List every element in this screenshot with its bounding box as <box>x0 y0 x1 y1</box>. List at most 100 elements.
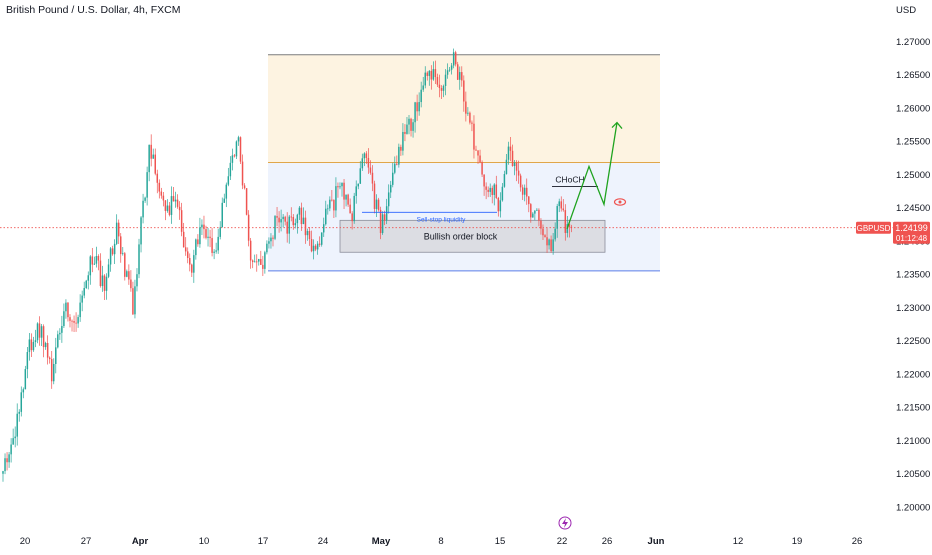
candle-down <box>416 102 418 112</box>
x-tick-label: 24 <box>318 536 329 547</box>
candle-up <box>53 363 55 382</box>
x-tick-label: Apr <box>132 536 149 547</box>
candle-down <box>241 161 244 186</box>
candle-up <box>235 141 238 157</box>
candle-up <box>298 207 301 215</box>
candle-up <box>345 194 347 200</box>
y-tick-label: 1.22500 <box>896 336 930 347</box>
candle-up <box>237 137 240 142</box>
candle-down <box>130 279 132 289</box>
chart-title: British Pound / U.S. Dollar, 4h, FXCM <box>6 4 181 16</box>
candle-down <box>379 209 382 234</box>
y-tick-label: 1.25500 <box>896 137 930 148</box>
candle-up <box>452 52 455 66</box>
candle-up <box>312 245 315 252</box>
candle-up <box>266 243 268 253</box>
candle-down <box>272 237 274 239</box>
candle-up <box>320 232 323 245</box>
candle-down <box>318 243 321 245</box>
candle-down <box>519 175 522 188</box>
candle-up <box>325 208 327 225</box>
candle-down <box>440 88 443 91</box>
candle-up <box>363 153 366 159</box>
candle-up <box>28 339 31 353</box>
lightning-bolt-icon[interactable] <box>558 516 572 530</box>
y-tick-label: 1.23500 <box>896 270 930 281</box>
symbol-label: GBPUSD <box>857 224 891 233</box>
candle-down <box>150 144 152 159</box>
candle-up <box>85 280 87 288</box>
candle-up <box>44 342 47 348</box>
candle-up <box>316 243 319 250</box>
y-tick-label: 1.27000 <box>896 37 930 48</box>
candle-up <box>556 206 558 229</box>
candle-down <box>300 207 303 225</box>
candle-down <box>251 260 254 263</box>
candle-up <box>55 347 57 364</box>
candle-down <box>562 208 565 211</box>
candle-up <box>2 471 4 474</box>
candle-down <box>203 224 205 230</box>
candle-up <box>357 183 359 187</box>
candle-up <box>270 237 272 242</box>
candle-down <box>383 214 386 221</box>
candle-up <box>22 389 25 393</box>
candle-down <box>331 199 333 201</box>
candle-up <box>375 199 378 209</box>
eye-icon[interactable] <box>613 198 627 206</box>
candle-up <box>536 209 538 211</box>
candle-up <box>408 118 410 125</box>
bullish-order-block[interactable] <box>339 219 606 253</box>
candle-up <box>322 224 325 233</box>
candle-up <box>418 102 420 112</box>
candle-up <box>450 65 453 70</box>
projection-path[interactable] <box>566 122 618 230</box>
time-axis[interactable]: 20 27 Apr 10 17 24 May 8 15 22 26 Jun 12 19 26 <box>20 536 863 547</box>
order-block-label: Bullish order block <box>424 231 498 241</box>
candle-up <box>493 184 496 195</box>
candle-down <box>377 199 380 210</box>
candle-down <box>546 237 548 246</box>
candle-down <box>97 255 100 261</box>
candle-up <box>414 102 416 123</box>
candle-down <box>46 342 49 358</box>
candle-up <box>146 172 148 198</box>
candle-up <box>392 172 394 185</box>
x-tick-label: May <box>372 536 391 547</box>
candle-up <box>231 155 234 163</box>
candle-up <box>10 444 12 455</box>
candle-down <box>211 238 213 253</box>
candle-down <box>247 214 250 241</box>
candle-up <box>448 69 451 71</box>
candle-down <box>528 196 530 205</box>
candle-down <box>180 210 183 232</box>
candle-up <box>302 217 305 225</box>
price-axis[interactable]: USD 1.27000 1.26500 1.26000 1.25500 1.25000 1.… <box>896 5 930 514</box>
candle-down <box>473 123 475 150</box>
candle-up <box>341 182 343 187</box>
candle-up <box>442 85 445 91</box>
candle-up <box>253 261 256 263</box>
candle-down <box>73 321 75 323</box>
candle-down <box>292 216 295 226</box>
candle-down <box>404 131 406 134</box>
candle-down <box>245 188 248 215</box>
candle-down <box>256 261 258 263</box>
candle-up <box>144 197 146 201</box>
candle-up <box>268 241 270 244</box>
candle-down <box>469 112 471 123</box>
candle-up <box>523 187 526 195</box>
x-tick-label: 27 <box>81 536 92 547</box>
candle-up <box>353 195 355 222</box>
candle-up <box>501 186 504 201</box>
candle-up <box>258 259 260 262</box>
candle-down <box>530 204 532 218</box>
candle-up <box>507 146 510 160</box>
candle-up <box>107 264 110 277</box>
candle-down <box>117 222 120 237</box>
candle-up <box>57 334 59 348</box>
candle-down <box>477 150 479 156</box>
